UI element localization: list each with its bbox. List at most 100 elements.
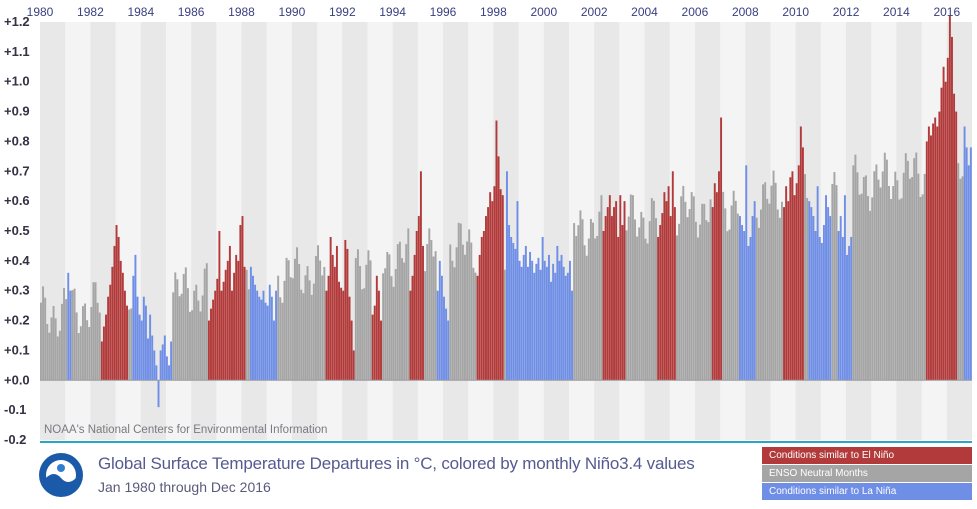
bar-neutral bbox=[430, 240, 433, 381]
bar-neutral bbox=[63, 287, 66, 381]
bar-neutral bbox=[898, 199, 901, 381]
bar-neutral bbox=[904, 153, 907, 381]
bar-neutral bbox=[392, 286, 395, 381]
bar-lanina bbox=[522, 254, 525, 381]
bar-lanina bbox=[560, 254, 563, 381]
bar-lanina bbox=[753, 201, 756, 381]
bar-neutral bbox=[88, 326, 91, 381]
bar-elnino bbox=[119, 260, 122, 381]
y-tick-label: +1.1 bbox=[4, 44, 30, 59]
bar-neutral bbox=[598, 211, 601, 381]
bar-neutral bbox=[778, 217, 781, 381]
bar-elnino bbox=[220, 290, 223, 381]
y-tick-label: +0.5 bbox=[4, 223, 30, 238]
bar-neutral bbox=[648, 221, 651, 381]
bar-neutral bbox=[79, 326, 82, 381]
y-tick-label: +0.7 bbox=[4, 163, 30, 178]
bar-neutral bbox=[699, 224, 702, 381]
bar-neutral bbox=[774, 182, 777, 381]
bar-neutral bbox=[585, 255, 588, 381]
bar-elnino bbox=[331, 254, 334, 381]
bar-neutral bbox=[776, 209, 779, 381]
bar-neutral bbox=[182, 273, 185, 381]
bar-neutral bbox=[453, 267, 456, 381]
bar-lanina bbox=[812, 216, 815, 381]
bar-neutral bbox=[877, 179, 880, 381]
bar-elnino bbox=[621, 225, 624, 381]
bar-lanina bbox=[132, 275, 135, 381]
bar-elnino bbox=[673, 207, 676, 381]
bar-elnino bbox=[338, 281, 340, 381]
y-tick-label: +0.3 bbox=[4, 283, 30, 298]
bar-neutral bbox=[71, 290, 74, 381]
y-tick-label: -0.1 bbox=[4, 402, 26, 417]
bar-neutral bbox=[923, 173, 926, 381]
y-tick-label: +0.2 bbox=[4, 313, 30, 328]
bar-lanina bbox=[967, 165, 970, 381]
bar-elnino bbox=[105, 314, 107, 381]
bar-neutral bbox=[736, 213, 739, 381]
bar-neutral bbox=[694, 221, 697, 381]
bar-lanina bbox=[816, 186, 819, 381]
x-tick-label: 2004 bbox=[631, 5, 658, 19]
bar-elnino bbox=[938, 111, 941, 381]
bar-neutral bbox=[281, 302, 284, 381]
bar-elnino bbox=[228, 245, 231, 381]
bar-neutral bbox=[722, 191, 725, 381]
bar-neutral bbox=[405, 244, 408, 381]
bar-neutral bbox=[573, 223, 576, 381]
x-tick-label: 2006 bbox=[682, 5, 709, 19]
bar-elnino bbox=[218, 231, 221, 381]
bar-lanina bbox=[249, 266, 252, 381]
bar-elnino bbox=[499, 189, 502, 381]
chart-subtitle: Jan 1980 through Dec 2016 bbox=[98, 479, 271, 495]
bar-lanina bbox=[843, 195, 846, 381]
bar-elnino bbox=[785, 186, 788, 381]
bar-neutral bbox=[184, 267, 187, 381]
bar-elnino bbox=[671, 171, 674, 381]
bar-neutral bbox=[298, 263, 301, 381]
bar-neutral bbox=[291, 278, 294, 381]
bar-lanina bbox=[564, 275, 567, 381]
bar-neutral bbox=[594, 238, 597, 381]
bar-lanina bbox=[533, 272, 536, 381]
bar-neutral bbox=[871, 197, 874, 381]
bar-neutral bbox=[883, 152, 886, 381]
bar-neutral bbox=[686, 217, 689, 381]
bar-lanina bbox=[814, 231, 817, 381]
x-tick-label: 2000 bbox=[530, 5, 557, 19]
bar-lanina bbox=[151, 335, 154, 381]
bar-lanina bbox=[447, 320, 450, 381]
legend-label: ENSO Neutral Months bbox=[769, 468, 868, 479]
bar-elnino bbox=[944, 81, 947, 381]
bar-lanina bbox=[550, 281, 553, 381]
bar-neutral bbox=[245, 269, 248, 381]
bar-neutral bbox=[852, 165, 855, 381]
x-tick-label: 2010 bbox=[782, 5, 809, 19]
bar-lanina bbox=[440, 275, 443, 381]
bar-neutral bbox=[862, 177, 865, 381]
bar-elnino bbox=[235, 254, 238, 381]
bar-neutral bbox=[634, 219, 636, 381]
bar-elnino bbox=[216, 278, 219, 381]
bar-neutral bbox=[688, 209, 691, 381]
bar-neutral bbox=[58, 330, 61, 381]
bar-elnino bbox=[480, 236, 483, 381]
bar-lanina bbox=[163, 335, 166, 381]
bar-lanina bbox=[558, 260, 561, 381]
bar-elnino bbox=[713, 183, 716, 381]
bar-lanina bbox=[157, 380, 160, 408]
bar-elnino bbox=[602, 231, 605, 381]
bar-elnino bbox=[934, 117, 937, 381]
bar-elnino bbox=[377, 290, 380, 381]
bar-elnino bbox=[948, 16, 951, 381]
bar-elnino bbox=[787, 201, 790, 381]
bar-neutral bbox=[734, 200, 737, 381]
bar-lanina bbox=[149, 314, 152, 381]
bar-neutral bbox=[195, 284, 198, 381]
bar-elnino bbox=[953, 93, 956, 381]
bar-elnino bbox=[925, 141, 928, 381]
bar-neutral bbox=[314, 256, 317, 381]
bar-lanina bbox=[518, 260, 521, 381]
bar-neutral bbox=[762, 184, 765, 381]
